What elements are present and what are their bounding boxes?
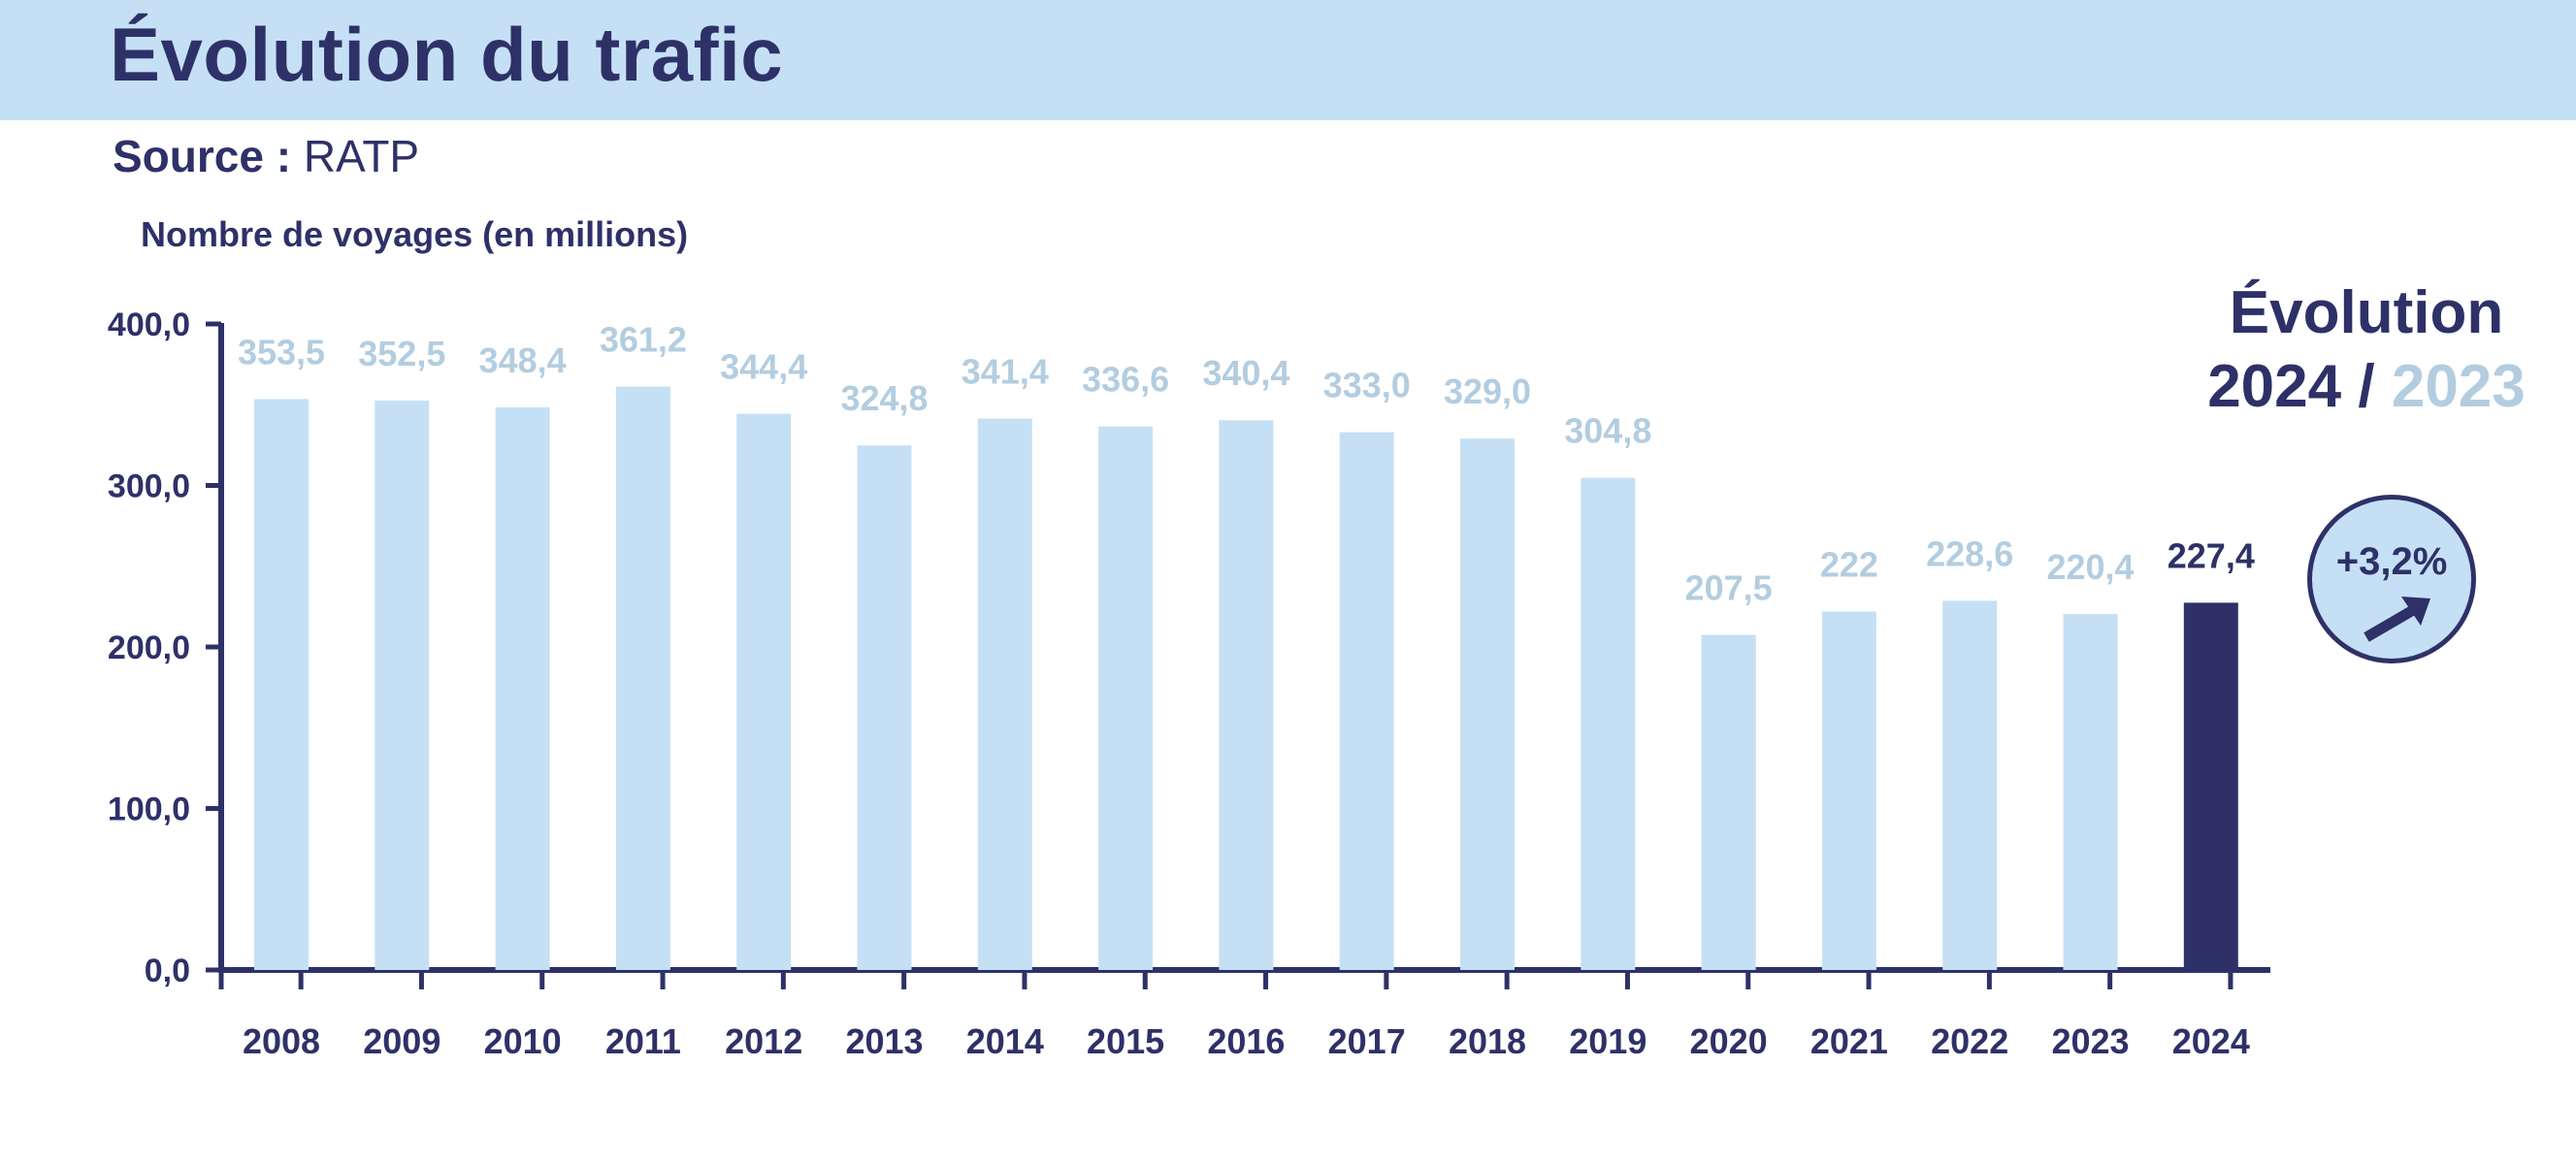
x-tick-label: 2021 [1810, 1021, 1888, 1061]
bar [977, 418, 1032, 971]
bar [615, 386, 670, 970]
x-tick-label: 2010 [484, 1021, 562, 1061]
x-tick-label: 2008 [243, 1021, 320, 1061]
x-tick-label: 2016 [1207, 1021, 1285, 1061]
bar [1339, 432, 1394, 970]
bar-value-label: 341,4 [962, 352, 1049, 392]
bar-value-label: 352,5 [358, 334, 445, 373]
bar [1701, 634, 1756, 970]
bar-value-label: 324,8 [840, 378, 928, 418]
y-tick-label: 400,0 [108, 307, 190, 343]
bar-value-label: 353,5 [238, 332, 325, 372]
source-line: Source : RATP [113, 124, 419, 188]
x-tick-label: 2024 [2172, 1021, 2250, 1061]
x-tick-label: 2011 [605, 1021, 681, 1061]
bar [1821, 611, 1876, 970]
y-tick-label: 200,0 [108, 630, 190, 666]
bar-value-label: 336,6 [1082, 360, 1169, 400]
header-band [0, 0, 2576, 120]
source-value: RATP [303, 131, 420, 181]
x-tick-label: 2022 [1931, 1021, 2008, 1061]
y-tick-label: 100,0 [108, 791, 190, 828]
page-title: Évolution du trafic [110, 12, 784, 97]
bar-value-label: 361,2 [600, 320, 687, 360]
bar [1581, 477, 1636, 970]
bar-value-label: 329,0 [1444, 372, 1531, 411]
bar-value-label: 348,4 [479, 340, 567, 380]
x-tick-label: 2014 [966, 1021, 1044, 1061]
x-tick-label: 2018 [1449, 1021, 1526, 1061]
bar-value-label: 207,5 [1685, 568, 1773, 608]
evolution-separator: / [2358, 353, 2375, 420]
source-label: Source : [113, 131, 292, 181]
bar [1460, 438, 1515, 971]
y-axis-title: Nombre de voyages (en millions) [141, 214, 689, 254]
evolution-years: 2024 / 2023 [2163, 350, 2570, 424]
x-tick-label: 2017 [1328, 1021, 1406, 1061]
arrow-up-right-icon [2364, 597, 2430, 642]
bar [2183, 602, 2238, 970]
bar [1942, 600, 1998, 970]
bar-value-label: 340,4 [1202, 353, 1289, 393]
evolution-year-current: 2024 [2207, 353, 2342, 420]
evolution-badge: +3,2% [2307, 495, 2476, 663]
x-tick-label: 2019 [1569, 1021, 1647, 1061]
bar-value-label: 227,4 [2168, 535, 2255, 575]
x-tick-label: 2012 [725, 1021, 802, 1061]
bar [495, 406, 550, 970]
y-tick-label: 300,0 [108, 468, 190, 505]
bar [857, 445, 912, 970]
bar [736, 413, 792, 971]
x-tick-label: 2013 [845, 1021, 923, 1061]
bar-value-label: 344,4 [720, 347, 807, 387]
y-tick-label: 0,0 [145, 953, 190, 989]
bar [1098, 426, 1154, 970]
bar [375, 401, 430, 970]
bar-value-label: 222 [1820, 544, 1878, 584]
evolution-percent: +3,2% [2335, 540, 2448, 583]
evolution-year-previous: 2023 [2391, 353, 2526, 420]
x-tick-label: 2015 [1087, 1021, 1164, 1061]
x-tick-label: 2023 [2051, 1021, 2129, 1061]
bar-value-label: 333,0 [1323, 366, 1411, 405]
bar [1219, 420, 1274, 970]
bar [254, 399, 309, 970]
evolution-title: Évolution [2229, 279, 2504, 346]
x-tick-label: 2009 [363, 1021, 440, 1061]
x-tick-label: 2020 [1690, 1021, 1768, 1061]
bar-value-label: 304,8 [1564, 411, 1651, 451]
evolution-heading: Évolution 2024 / 2023 [2163, 276, 2570, 424]
bar [2063, 614, 2118, 970]
bar-value-label: 228,6 [1926, 533, 2013, 573]
bar-value-label: 220,4 [2046, 547, 2134, 587]
